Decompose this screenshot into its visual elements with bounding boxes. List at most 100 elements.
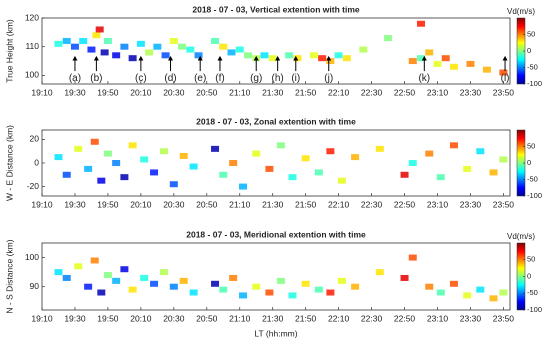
x-tick-label: 21:50 <box>295 199 317 209</box>
data-point <box>408 160 417 166</box>
x-tick-label: 20:50 <box>196 199 218 209</box>
data-point <box>62 274 71 281</box>
data-point <box>463 165 472 172</box>
data-point <box>463 292 472 299</box>
x-tick-label: 21:30 <box>262 87 284 97</box>
data-point <box>112 277 121 284</box>
annotation-arrowhead <box>168 55 174 61</box>
x-tick-label: 23:50 <box>493 313 515 323</box>
x-tick-label: 23:10 <box>427 313 449 323</box>
y-axis-label: True Height (km) <box>4 19 14 83</box>
annotation-arrowhead <box>421 55 427 61</box>
y-tick-label: 100 <box>25 70 39 80</box>
data-point <box>252 283 261 290</box>
data-point <box>219 171 228 178</box>
panel-title: 2018 - 07 - 03, Zonal extention with tim… <box>196 116 356 126</box>
x-tick-label: 20:30 <box>163 313 185 323</box>
colorbar-tick-label: 50 <box>527 29 535 38</box>
data-point <box>54 40 63 47</box>
colorbar-label: Vd(m/s) <box>507 7 535 16</box>
colorbar-tick-label: -50 <box>527 174 538 183</box>
data-point <box>400 171 409 178</box>
y-tick-label: 110 <box>25 41 39 51</box>
x-tick-label: 22:50 <box>394 199 416 209</box>
x-tick-label: 21:30 <box>262 313 284 323</box>
data-point <box>211 280 220 287</box>
data-point <box>384 35 393 42</box>
data-point <box>79 37 88 44</box>
data-point <box>268 55 277 62</box>
x-tick-label: 23:50 <box>493 199 515 209</box>
y-axis-label: W - E Distance (km) <box>4 125 14 201</box>
x-tick-label: 19:30 <box>64 313 86 323</box>
data-point <box>252 150 261 157</box>
data-point <box>120 174 129 181</box>
data-point <box>499 289 508 296</box>
data-point <box>499 156 508 163</box>
data-point <box>169 37 178 44</box>
data-point <box>84 283 93 290</box>
data-point <box>400 274 409 281</box>
data-point <box>239 183 248 190</box>
data-point <box>150 280 159 287</box>
x-tick-label: 21:30 <box>262 199 284 209</box>
panel-title: 2018 - 07 - 03, Meridional extention wit… <box>186 229 366 239</box>
data-point <box>476 286 485 293</box>
x-tick-label: 19:30 <box>64 199 86 209</box>
data-point <box>103 37 112 44</box>
data-point <box>433 60 442 67</box>
data-point <box>408 254 417 261</box>
x-tick-label: 23:30 <box>460 199 482 209</box>
data-point <box>489 295 498 302</box>
annotation-label: (k) <box>418 73 430 84</box>
data-point <box>326 289 335 296</box>
x-tick-label: 20:30 <box>163 199 185 209</box>
colorbar-tick-label: 0 <box>527 158 531 167</box>
x-tick-label: 20:10 <box>130 87 152 97</box>
data-point <box>265 289 274 296</box>
annotation-label: (i) <box>291 73 300 84</box>
data-point <box>441 55 450 62</box>
data-point <box>97 177 106 184</box>
data-point <box>169 181 178 188</box>
y-tick-label: 100 <box>25 252 39 262</box>
colorbar-tick-label: 50 <box>527 141 535 150</box>
data-point <box>140 274 149 281</box>
data-point <box>482 66 491 73</box>
data-point <box>449 142 458 149</box>
annotation-label: (e) <box>194 73 206 84</box>
annotation-arrowhead <box>293 55 299 61</box>
data-point <box>301 280 310 287</box>
data-point <box>136 40 145 47</box>
data-point <box>499 69 508 76</box>
data-point <box>342 55 351 62</box>
data-point <box>417 20 426 27</box>
data-point <box>103 150 112 157</box>
colorbar-tick-label: 0 <box>527 46 531 55</box>
data-point <box>425 283 434 290</box>
data-point <box>408 58 417 65</box>
data-point <box>337 177 346 184</box>
data-point <box>159 148 168 155</box>
annotation-label: (d) <box>164 73 176 84</box>
data-point <box>128 286 137 293</box>
data-point <box>417 55 426 62</box>
data-point <box>54 154 63 161</box>
x-tick-label: 22:10 <box>328 313 350 323</box>
data-point <box>219 43 228 50</box>
data-point <box>90 138 99 145</box>
data-point <box>276 277 285 284</box>
y-tick-label: 0 <box>34 157 39 167</box>
data-point <box>179 277 188 284</box>
y-tick-label: 120 <box>25 12 39 22</box>
x-tick-label: 22:50 <box>394 87 416 97</box>
data-point <box>314 286 323 293</box>
data-point <box>97 289 106 296</box>
data-point <box>189 289 198 296</box>
data-point <box>489 169 498 176</box>
data-point <box>239 292 248 299</box>
data-point <box>92 32 101 39</box>
data-point <box>449 280 458 287</box>
x-tick-label: 20:30 <box>163 87 185 97</box>
